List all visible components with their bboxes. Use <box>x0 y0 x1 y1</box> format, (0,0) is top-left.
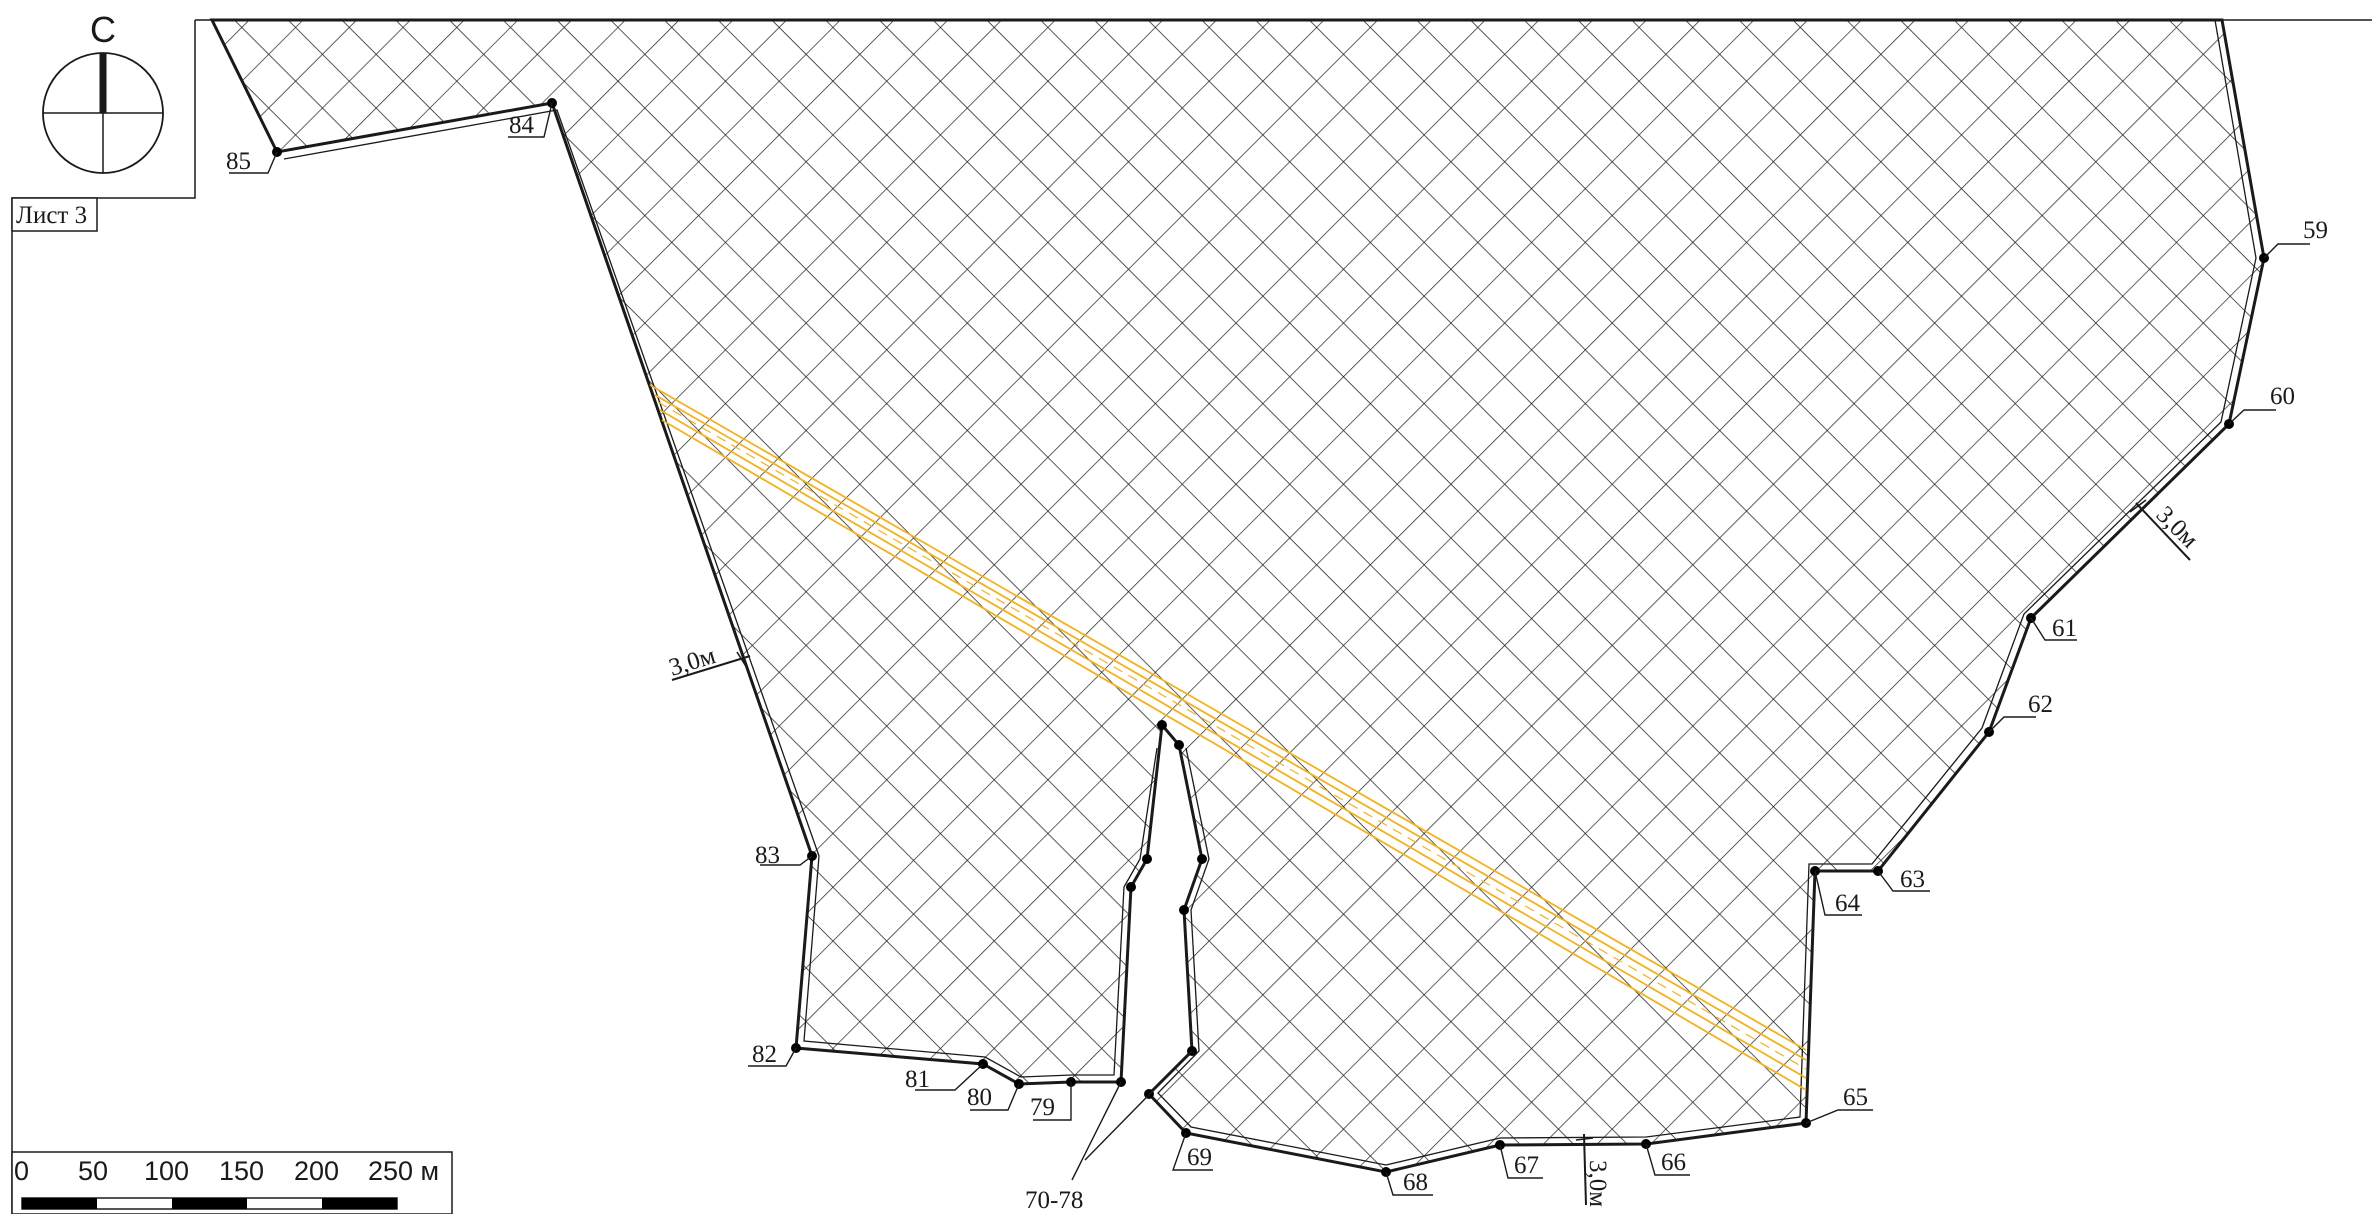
point-label-62: 62 <box>2028 691 2053 718</box>
pipeline-corridor <box>649 384 1807 1091</box>
point-label-67: 67 <box>1514 1152 1539 1179</box>
north-letter: С <box>90 9 116 50</box>
point-label-68: 68 <box>1403 1169 1428 1196</box>
point-label-63: 63 <box>1900 866 1925 893</box>
north-arrow: С <box>42 9 164 174</box>
sheet-label: Лист 3 <box>16 202 87 229</box>
label-leaders <box>229 102 2310 1196</box>
buffer-width-label-west: 3,0м <box>666 642 719 682</box>
point-labels: 59 60 61 62 63 64 65 66 67 68 69 70-78 7… <box>226 112 2328 1214</box>
point-label-83: 83 <box>755 842 780 869</box>
buffer-width-label-east: 3,0м <box>2151 501 2204 554</box>
point-label-66: 66 <box>1661 1149 1686 1176</box>
scale-tick-250: 250 м <box>368 1156 439 1186</box>
point-label-84: 84 <box>509 112 535 139</box>
point-label-64: 64 <box>1835 890 1861 917</box>
scale-tick-0: 0 <box>14 1156 29 1186</box>
scale-tick-150: 150 <box>219 1156 264 1186</box>
point-label-65: 65 <box>1843 1084 1868 1111</box>
point-label-82: 82 <box>752 1041 777 1068</box>
point-label-79: 79 <box>1030 1094 1055 1121</box>
point-label-69: 69 <box>1187 1144 1212 1171</box>
point-label-60: 60 <box>2270 383 2295 410</box>
buffer-width-east: 3,0м <box>2129 499 2204 561</box>
buffer-width-south: 3,0м <box>1575 1133 1611 1207</box>
buffer-width-west: 3,0м <box>666 642 751 682</box>
scale-tick-50: 50 <box>78 1156 108 1186</box>
scale-tick-200: 200 <box>294 1156 339 1186</box>
scale-tick-100: 100 <box>144 1156 189 1186</box>
point-label-80: 80 <box>967 1084 992 1111</box>
point-label-61: 61 <box>2052 615 2077 642</box>
land-parcel <box>209 18 2266 1174</box>
point-label-70-78: 70-78 <box>1025 1187 1083 1214</box>
point-label-85: 85 <box>226 148 251 175</box>
buffer-width-label-south: 3,0м <box>1584 1160 1611 1207</box>
sheet-label-box: Лист 3 <box>11 197 98 232</box>
point-label-81: 81 <box>905 1066 930 1093</box>
point-label-59: 59 <box>2303 217 2328 244</box>
scale-bar: 0 50 100 150 200 250 м <box>11 1151 453 1214</box>
